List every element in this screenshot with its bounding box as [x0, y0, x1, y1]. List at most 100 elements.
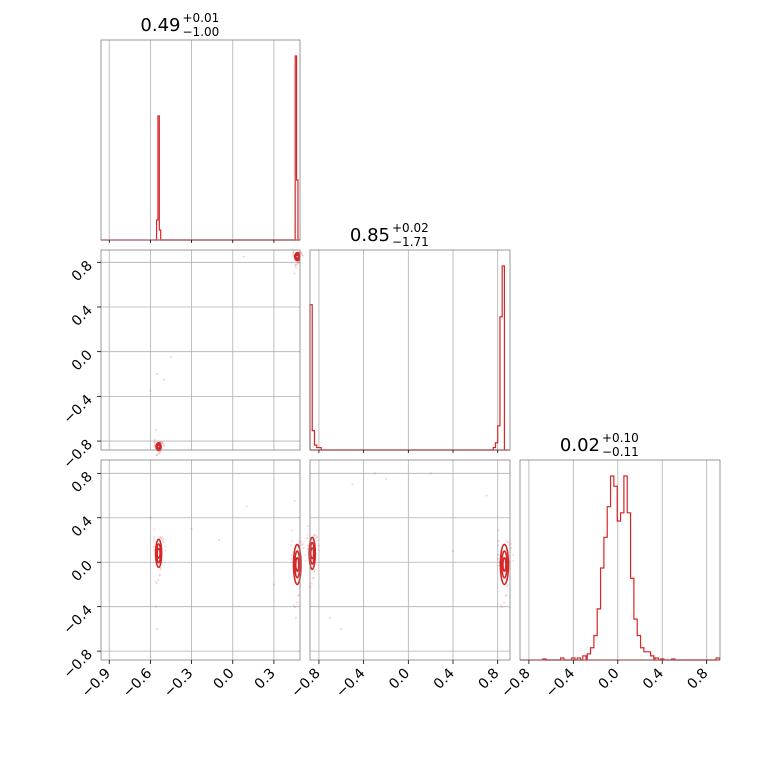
x-tick-label-p2-2: 0.0 [596, 666, 623, 693]
pair-3-mode-1-sample-34 [512, 559, 515, 562]
y-tick-label-p2-4: 0.8 [69, 469, 96, 496]
param-2-median: 0.85 [350, 225, 390, 246]
x-tick-label-p2-3: 0.4 [640, 665, 667, 692]
pair-1-mode-0-sample-20 [154, 438, 157, 441]
pair-2-mode-1-sample-19 [295, 601, 298, 604]
pair-2-mode-0-sample-25 [153, 545, 156, 548]
pair-2-point-4 [245, 505, 248, 508]
pair-1-mode-0-sample-12 [153, 441, 156, 444]
pair-2-frame [100, 459, 301, 661]
pair-panel-3 [306, 459, 515, 661]
pair-3-mode-1-contour-2 [502, 556, 507, 572]
pair-3-mode-1-sample-24 [506, 585, 509, 588]
param-2-minus: −1.71 [392, 235, 429, 249]
pair-2-point-5 [217, 538, 221, 542]
pair-3-mode-1-sample-18 [507, 540, 510, 543]
pair-1-mode-0-contour-0 [155, 441, 162, 452]
pair-1-mode-1-sample-11 [297, 261, 300, 264]
pair-1-mode-1-sample-33 [292, 251, 295, 254]
pair-1-point-5 [242, 255, 245, 258]
pair-1-mode-0-sample-26 [161, 442, 164, 445]
pair-1-point-3 [163, 378, 166, 381]
pair-1-point-2 [169, 356, 173, 359]
pair-1-mode-0-sample-19 [157, 453, 160, 456]
param-3-plus: +0.10 [602, 431, 639, 445]
x-tick-label-p2-0: −0.8 [498, 666, 533, 701]
pair-2-mode-1-sample-26 [302, 547, 305, 550]
pair-3-mode-0-sample-10 [312, 533, 315, 536]
pair-1-mode-0-contour-2 [156, 444, 161, 449]
x-tick-label-p0-4: 0.3 [252, 666, 279, 693]
pair-1-mode-0-sample-34 [163, 444, 166, 447]
pair-3-mode-0-sample-31 [313, 534, 316, 537]
y-tick-label-p1-4: 0.8 [69, 258, 96, 285]
pair-3-mode-1-sample-20 [497, 529, 500, 532]
y-tick-label-p1-3: 0.4 [69, 302, 96, 329]
hist-3-steps [542, 475, 721, 661]
pair-2-mode-0-sample-19 [157, 579, 160, 582]
pair-1-frame [100, 249, 301, 451]
pair-3-mode-0-sample-24 [313, 570, 316, 573]
pair-panel-2 [100, 459, 307, 661]
x-tick-label-p0-1: −0.6 [120, 665, 155, 700]
param-1-plus: +0.01 [183, 11, 220, 25]
pair-3-point-0 [329, 616, 332, 619]
pair-3-mode-0-sample-20 [306, 525, 309, 528]
x-tick-label-p0-0: −0.9 [79, 666, 114, 701]
pair-2-mode-1-sample-33 [290, 540, 293, 543]
pair-1-mode-1-sample-26 [300, 252, 303, 255]
pair-2-mode-0-contour-0 [154, 538, 163, 569]
pair-3-mode-0-sample-19 [310, 582, 313, 585]
pair-2-mode-1-sample-11 [298, 593, 301, 596]
pair-3-mode-1-sample-3 [506, 583, 509, 586]
pair-3-point-5 [485, 494, 488, 497]
pair-2-mode-0-sample-31 [159, 537, 162, 540]
pair-3-mode-1-sample-26 [510, 547, 513, 550]
pair-1-mode-1-sample-5 [300, 251, 303, 254]
pair-2-mode-0-sample-12 [152, 538, 155, 541]
hist-panel-2: 0.85 +0.02−1.71 [309, 221, 511, 451]
x-tick-label-p2-1: −0.4 [543, 665, 578, 700]
pair-2-mode-0-sample-5 [162, 537, 165, 540]
x-tick-label-p1-3: 0.4 [431, 665, 458, 692]
pair-2-mode-0-sample-3 [159, 566, 162, 569]
y-tick-label-p1-1: −0.4 [60, 392, 95, 427]
pair-3-frame [309, 459, 511, 661]
pair-2-mode-1-sample-13 [304, 553, 307, 556]
pair-3-mode-0-sample-39 [315, 536, 318, 539]
pair-3-mode-1-sample-6 [501, 606, 504, 609]
pair-2-mode-0-sample-6 [155, 582, 158, 585]
pair-3-mode-1-contour-0 [499, 543, 510, 586]
pair-3-mode-0-sample-18 [314, 534, 317, 537]
pair-2-point-1 [154, 605, 157, 608]
pair-3-mode-0-sample-13 [317, 544, 320, 547]
pair-3-mode-0-sample-12 [306, 537, 309, 540]
pair-2-mode-0-sample-27 [155, 581, 158, 584]
pair-1-mode-1-sample-19 [296, 263, 299, 266]
pair-3-mode-0-sample-32 [312, 577, 315, 580]
x-tick-label-p0-2: −0.3 [161, 666, 196, 701]
y-tick-label-p1-2: 0.0 [69, 347, 96, 374]
pair-1-mode-1-sample-13 [301, 253, 304, 256]
pair-2-mode-0-sample-34 [164, 549, 167, 552]
pair-1-mode-0-sample-11 [158, 451, 161, 454]
pair-2-mode-1-sample-4 [290, 557, 293, 560]
pair-1-mode-0-sample-33 [153, 440, 156, 443]
pair-3-mode-1-sample-32 [504, 594, 507, 597]
pair-3-mode-1-sample-4 [497, 557, 500, 560]
pair-1-mode-0-sample-13 [163, 443, 166, 446]
pair-2-mode-1-sample-32 [297, 594, 300, 597]
pair-1-mode-0-sample-6 [156, 454, 159, 457]
pair-1-mode-0-sample-18 [160, 441, 163, 444]
pair-2-mode-1-sample-6 [294, 606, 297, 609]
pair-3-mode-0-sample-26 [316, 539, 319, 542]
pair-2-point-3 [190, 527, 193, 530]
pair-1-point-4 [154, 428, 157, 431]
pair-2-mode-1-sample-18 [300, 540, 303, 543]
pair-3-mode-1-sample-31 [506, 541, 509, 544]
pair-3-mode-1-sample-27 [499, 604, 502, 607]
pair-2-point-0 [156, 627, 159, 630]
param-1-minus: −1.00 [183, 25, 220, 39]
pair-1-mode-1-sample-27 [294, 263, 297, 266]
